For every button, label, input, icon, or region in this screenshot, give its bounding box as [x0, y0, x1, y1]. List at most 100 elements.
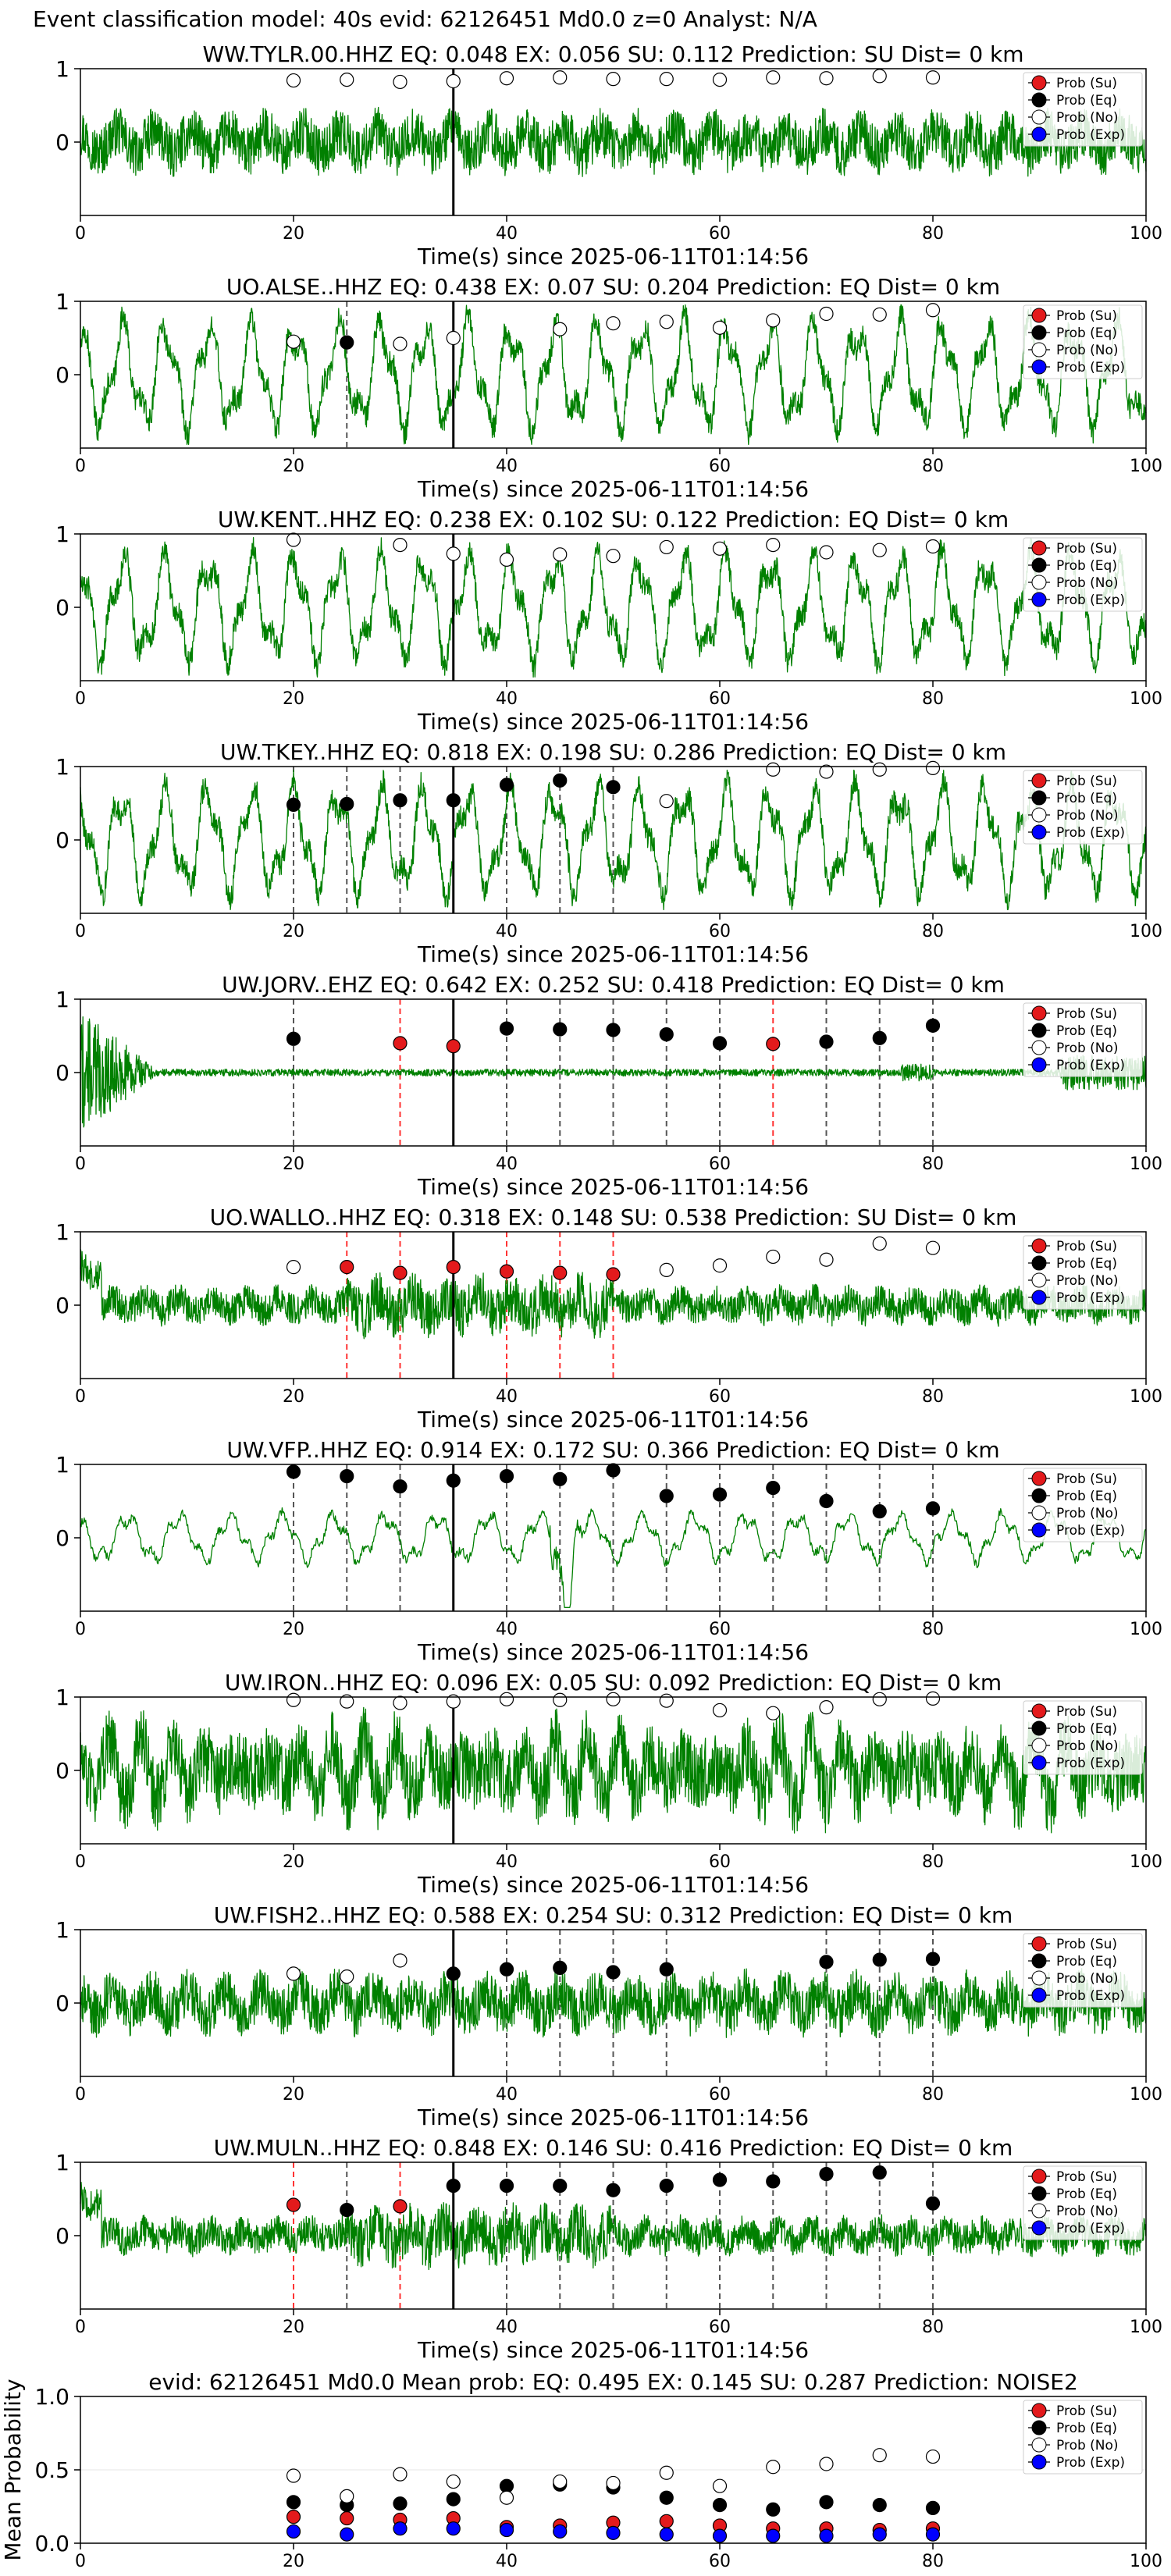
probability-marker — [819, 71, 834, 86]
probability-marker — [659, 72, 674, 87]
legend-marker — [1031, 92, 1047, 108]
x-tick-label: 80 — [922, 2085, 944, 2105]
x-tick-label: 100 — [1130, 1620, 1162, 1639]
x-tick-label: 100 — [1130, 1155, 1162, 1174]
waveform-trace — [80, 770, 1147, 910]
x-tick-label: 20 — [283, 689, 304, 709]
probability-marker — [340, 796, 354, 812]
x-tick-label: 80 — [922, 1155, 944, 1174]
probability-marker — [819, 764, 834, 779]
chart-title: UW.IRON..HHZ EQ: 0.096 EX: 0.05 SU: 0.09… — [225, 1670, 1002, 1695]
probability-marker — [712, 320, 728, 335]
legend-marker — [1031, 1505, 1047, 1521]
x-tick-label: 40 — [496, 1620, 518, 1639]
probability-marker — [925, 760, 941, 775]
y-tick-label: 0.0 — [34, 2531, 69, 2556]
y-tick-label: 1 — [55, 1685, 69, 1710]
probability-marker — [393, 537, 408, 553]
probability-marker — [659, 539, 674, 555]
legend-marker — [1031, 1522, 1047, 1538]
chart-panel: evid: 62126451 Md0.0 Mean prob: EQ: 0.49… — [0, 2369, 1162, 2571]
probability-marker — [766, 2174, 781, 2189]
legend-frame — [1023, 1933, 1143, 2008]
probability-marker — [872, 69, 887, 84]
probability-marker — [712, 1036, 728, 1051]
probability-marker — [659, 794, 674, 809]
y-tick-label: 0 — [55, 2223, 69, 2249]
legend-marker — [1031, 557, 1047, 573]
probability-marker — [499, 1021, 514, 1036]
probability-marker — [659, 1489, 674, 1503]
probability-marker — [819, 2166, 834, 2182]
probability-marker — [925, 1691, 941, 1706]
probability-marker — [872, 1504, 887, 1519]
legend-marker — [1031, 342, 1047, 358]
legend-label: Prob (Su) — [1056, 774, 1117, 789]
legend-label: Prob (Su) — [1056, 1471, 1117, 1487]
probability-marker — [286, 1031, 301, 1046]
y-tick-label: 0 — [55, 1525, 69, 1551]
legend-label: Prob (Exp) — [1056, 825, 1125, 841]
probability-marker — [446, 793, 461, 808]
legend-marker — [1031, 1738, 1047, 1753]
x-tick-label: 60 — [709, 457, 731, 476]
legend: Prob (Su)Prob (Eq)Prob (No)Prob (Exp) — [1023, 304, 1143, 379]
x-tick-label: 100 — [1130, 1852, 1162, 1872]
x-tick-label: 0 — [75, 689, 86, 709]
legend-marker — [1031, 2186, 1047, 2201]
probability-marker — [499, 552, 514, 568]
legend-marker — [1031, 1703, 1047, 1719]
x-tick-label: 60 — [709, 1620, 731, 1639]
mean-probability-point — [659, 2514, 674, 2528]
probability-marker — [553, 2178, 568, 2194]
x-tick-label: 100 — [1130, 2552, 1162, 2571]
probability-marker — [606, 780, 621, 795]
x-axis-label: Time(s) since 2025-06-11T01:14:56 — [417, 709, 809, 735]
legend-label: Prob (Exp) — [1056, 1058, 1125, 1073]
legend-marker — [1031, 325, 1047, 340]
mean-probability-point — [553, 2474, 568, 2489]
legend-marker — [1031, 1255, 1047, 1271]
mean-probability-point — [659, 2527, 674, 2542]
probability-marker — [499, 1264, 514, 1279]
y-tick-label: 1 — [55, 56, 69, 82]
legend-marker — [1031, 1488, 1047, 1503]
legend-marker — [1031, 1970, 1047, 1986]
probability-marker — [286, 1464, 301, 1479]
legend-label: Prob (Exp) — [1056, 1988, 1125, 2004]
probability-marker — [606, 549, 621, 564]
probability-marker — [446, 1260, 461, 1275]
probability-marker — [659, 1962, 674, 1976]
legend-label: Prob (Eq) — [1056, 2421, 1117, 2436]
x-tick-label: 100 — [1130, 1387, 1162, 1407]
legend-label: Prob (Eq) — [1056, 1256, 1117, 1272]
probability-marker — [606, 1692, 621, 1706]
legend: Prob (Su)Prob (Eq)Prob (No)Prob (Exp) — [1023, 537, 1143, 612]
probability-marker — [499, 777, 514, 792]
y-tick-label: 0 — [55, 1991, 69, 2016]
legend-label: Prob (Su) — [1056, 1239, 1117, 1254]
probability-marker — [872, 762, 887, 777]
y-tick-label: 1 — [55, 987, 69, 1012]
mean-probability-point — [712, 2478, 728, 2493]
mean-probability-point — [340, 2510, 354, 2526]
x-axis-label: Time(s) since 2025-06-11T01:14:56 — [417, 941, 809, 967]
legend-label: Prob (Eq) — [1056, 1023, 1117, 1039]
x-tick-label: 100 — [1130, 922, 1162, 941]
x-tick-label: 40 — [496, 2318, 518, 2337]
probability-marker — [393, 2199, 408, 2214]
legend-frame — [1023, 304, 1143, 379]
legend-label: Prob (Exp) — [1056, 592, 1125, 608]
probability-marker — [712, 1258, 728, 1273]
legend-marker — [1031, 359, 1047, 375]
probability-marker — [340, 1969, 354, 1984]
x-axis-label: Time(s) since 2025-06-11T01:14:56 — [417, 1639, 809, 1665]
y-tick-label: 0 — [55, 827, 69, 853]
x-tick-label: 100 — [1130, 224, 1162, 244]
mean-probability-point — [340, 2489, 354, 2503]
legend-marker — [1031, 2437, 1047, 2453]
probability-marker — [872, 307, 887, 322]
probability-marker — [553, 1471, 568, 1486]
legend-marker — [1031, 592, 1047, 607]
probability-marker — [712, 1487, 728, 1502]
